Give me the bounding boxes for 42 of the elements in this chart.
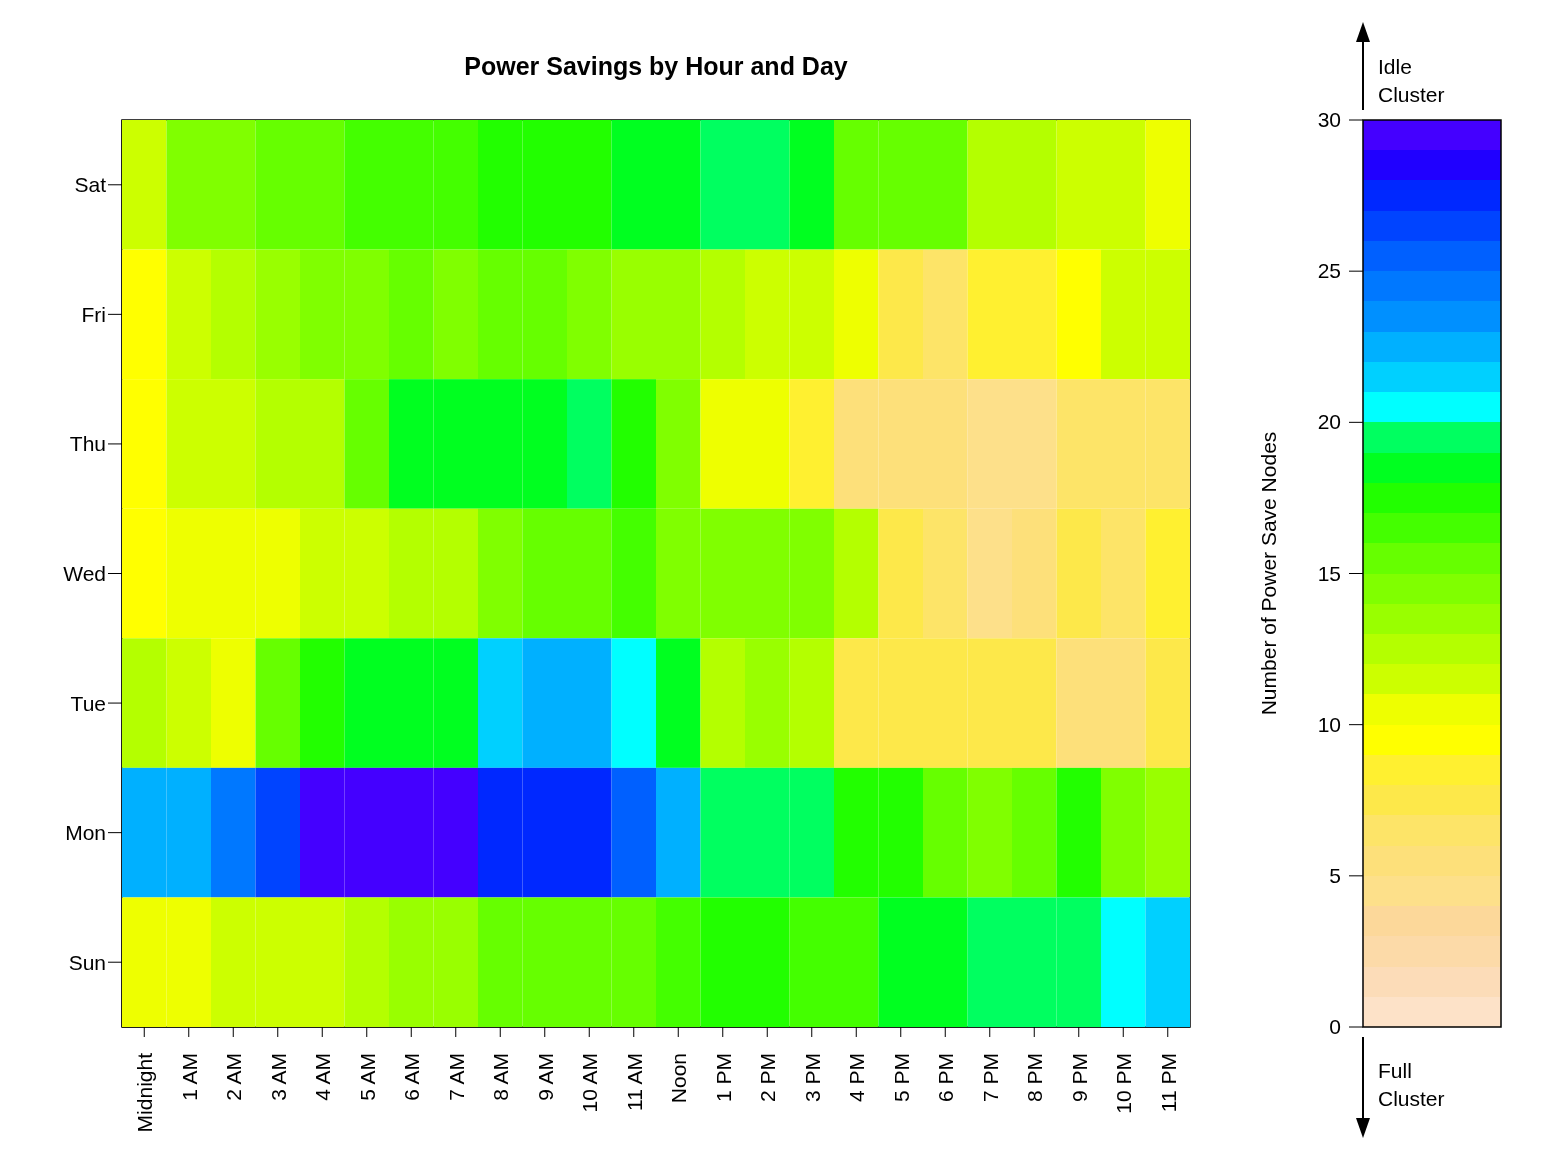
color-bar-label: 0 xyxy=(1329,1015,1341,1038)
x-tick-label: 8 PM xyxy=(1023,1053,1047,1103)
x-tick-label: 2 AM xyxy=(222,1053,246,1101)
x-tick-label: 10 AM xyxy=(578,1053,602,1113)
x-tick-label: 3 PM xyxy=(800,1053,824,1103)
y-tick-label: Sat xyxy=(74,173,107,197)
color-bar-label: 30 xyxy=(1317,108,1341,131)
color-bar-label: 25 xyxy=(1317,259,1341,283)
x-tick-label: 7 AM xyxy=(444,1053,468,1101)
text: Idle Cluster xyxy=(1378,55,1445,106)
x-tick-label: 10 PM xyxy=(1112,1053,1136,1114)
text: Full Cluster xyxy=(1378,1059,1445,1110)
y-tick-label: Wed xyxy=(63,561,106,585)
x-tick-label: 5 AM xyxy=(355,1053,379,1101)
x-tick-label: 7 PM xyxy=(978,1053,1002,1103)
x-tick-label: 11 AM xyxy=(622,1053,646,1111)
x-tick-label: 9 AM xyxy=(533,1053,557,1101)
color-bar-title: Number of Power Save Nodes xyxy=(1257,431,1280,716)
color-bar-label: 5 xyxy=(1329,863,1341,887)
x-tick-label: Midnight xyxy=(133,1052,157,1133)
x-tick-label: 4 PM xyxy=(845,1053,869,1103)
x-tick-label: 6 PM xyxy=(934,1053,958,1103)
y-tick-label: Tue xyxy=(70,691,106,715)
x-tick-label: 1 PM xyxy=(711,1053,735,1103)
y-tick-label: Sun xyxy=(68,950,106,974)
x-tick-label: 1 AM xyxy=(177,1053,201,1101)
y-tick-label: Fri xyxy=(81,302,106,326)
x-tick-label: Noon xyxy=(667,1053,691,1104)
x-tick-label: 6 AM xyxy=(400,1053,424,1101)
x-tick-label: 5 PM xyxy=(889,1053,913,1103)
chart-title: Power Savings by Hour and Day xyxy=(463,52,849,81)
color-bar-label: 20 xyxy=(1317,410,1341,434)
x-tick-label: 8 AM xyxy=(489,1053,513,1101)
y-tick-label: Thu xyxy=(69,432,106,456)
color-bar-label: 15 xyxy=(1317,561,1341,585)
x-tick-label: 3 AM xyxy=(266,1053,290,1101)
x-tick-label: 11 PM xyxy=(1156,1053,1180,1113)
x-tick-label: 9 PM xyxy=(1067,1053,1091,1103)
y-tick-label: Mon xyxy=(65,821,106,845)
x-tick-label: 4 AM xyxy=(311,1053,335,1101)
color-bar-label: 10 xyxy=(1317,712,1341,736)
x-tick-label: 2 PM xyxy=(756,1053,780,1103)
